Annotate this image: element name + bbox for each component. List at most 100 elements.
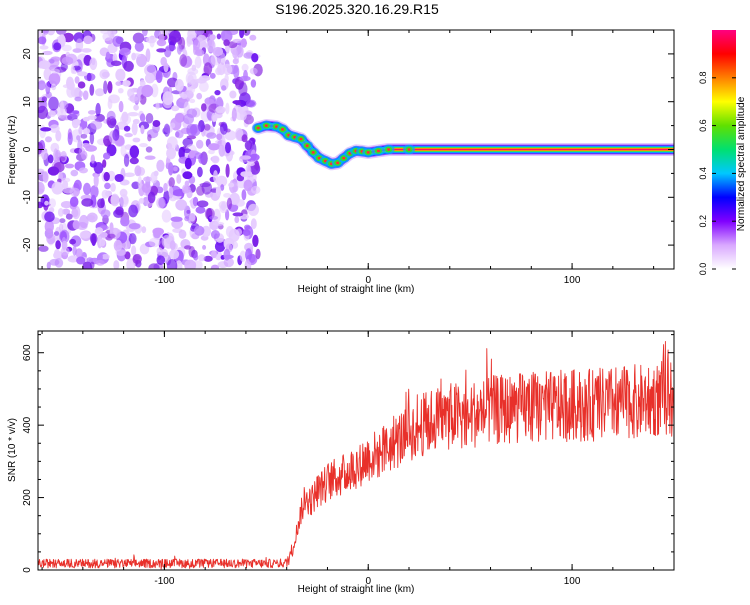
noise-blob: [134, 165, 142, 177]
noise-blob: [203, 255, 213, 262]
noise-blob: [139, 113, 146, 123]
noise-blob: [124, 133, 133, 138]
noise-blob: [47, 154, 54, 164]
noise-blob: [132, 118, 140, 125]
noise-blob: [112, 35, 123, 47]
noise-blob: [219, 204, 228, 214]
noise-blob: [70, 65, 75, 74]
noise-blob: [215, 186, 222, 197]
noise-blob: [151, 83, 159, 98]
noise-blob: [59, 218, 66, 224]
noise-blob: [48, 72, 61, 86]
noise-blob: [225, 163, 230, 178]
y-tick-label: 0: [22, 567, 33, 573]
colorbar-ticks: 0.0 0.2 0.4 0.6 0.8: [698, 72, 736, 275]
noise-blob: [123, 172, 135, 178]
noise-blob: [255, 248, 261, 260]
noise-blob: [216, 33, 222, 40]
noise-blob: [83, 35, 93, 45]
noise-blob: [97, 198, 105, 209]
noise-blob: [156, 247, 163, 255]
noise-blob: [169, 249, 180, 260]
spectrogram-y-axis-label: Frequency (Hz): [7, 116, 18, 185]
noise-blob: [101, 253, 110, 260]
noise-blob: [131, 121, 138, 136]
noise-blob: [219, 52, 226, 65]
noise-blob: [225, 142, 231, 154]
noise-blob: [242, 30, 251, 36]
noise-blob: [89, 84, 95, 96]
noise-blob: [90, 120, 103, 130]
noise-blob: [51, 181, 64, 195]
noise-blob: [243, 179, 253, 192]
colorbar-label: Normalized spectral amplitude: [736, 96, 747, 231]
noise-blob: [195, 206, 206, 214]
signal-blob-peak: [387, 148, 391, 151]
noise-blob: [165, 44, 177, 51]
noise-blob: [156, 255, 166, 265]
signal-blob-peak: [256, 126, 260, 130]
noise-blob: [38, 168, 45, 176]
noise-blob: [182, 171, 193, 180]
noise-blob: [60, 201, 73, 209]
noise-blob: [220, 123, 228, 135]
noise-blob: [141, 84, 154, 98]
noise-blob: [38, 181, 45, 195]
y-tick-label: 20: [22, 48, 33, 60]
noise-blob: [139, 79, 146, 88]
noise-blob: [102, 32, 112, 41]
noise-blob: [77, 81, 86, 89]
noise-blob: [235, 127, 244, 141]
spectrogram-plot-area: [38, 30, 674, 269]
noise-blob: [77, 71, 88, 77]
signal-blob-peak: [305, 144, 309, 148]
noise-blob: [83, 128, 90, 135]
noise-blob: [80, 133, 88, 139]
noise-blob: [141, 183, 152, 194]
noise-blob: [39, 45, 49, 50]
y-tick-label: 600: [22, 344, 33, 361]
snr-ticks: -100 0 100 0 200 400 600: [22, 331, 674, 587]
noise-blob: [210, 264, 220, 269]
noise-blob: [49, 258, 60, 266]
noise-blob: [57, 178, 62, 183]
noise-blob: [115, 206, 124, 216]
noise-blob: [113, 260, 120, 269]
noise-blob: [53, 42, 62, 51]
noise-blob: [42, 171, 49, 183]
noise-blob: [155, 102, 160, 110]
noise-blob: [78, 147, 86, 156]
noise-blob: [93, 162, 104, 174]
noise-blob: [184, 157, 192, 170]
noise-blob: [48, 96, 59, 111]
noise-blob: [119, 194, 129, 208]
noise-blob: [89, 233, 98, 245]
noise-blob: [182, 184, 189, 194]
noise-blob: [223, 39, 230, 47]
spectrogram-x-axis-label: Height of straight line (km): [298, 284, 415, 295]
noise-blob: [44, 200, 49, 206]
signal-blob-peak: [366, 151, 370, 154]
noise-blob: [225, 102, 230, 115]
noise-blob: [119, 47, 131, 56]
noise-blob: [74, 76, 80, 84]
noise-blob: [197, 166, 203, 178]
noise-blob: [189, 98, 196, 104]
noise-blob: [252, 234, 259, 247]
noise-blob: [209, 34, 216, 41]
noise-blob: [74, 96, 82, 102]
noise-blob: [82, 261, 93, 269]
noise-blob: [47, 166, 60, 176]
noise-blob: [61, 208, 71, 215]
noise-blob: [95, 259, 105, 266]
noise-blob: [59, 223, 64, 232]
noise-blob: [100, 209, 111, 219]
noise-blob: [188, 150, 196, 159]
signal-blob-peak: [336, 161, 340, 165]
noise-blob: [104, 182, 111, 190]
y-tick-label: 400: [22, 416, 33, 433]
noise-blob: [106, 117, 112, 126]
noise-blob: [70, 169, 79, 177]
noise-blob: [202, 245, 207, 250]
noise-blob: [172, 189, 185, 197]
